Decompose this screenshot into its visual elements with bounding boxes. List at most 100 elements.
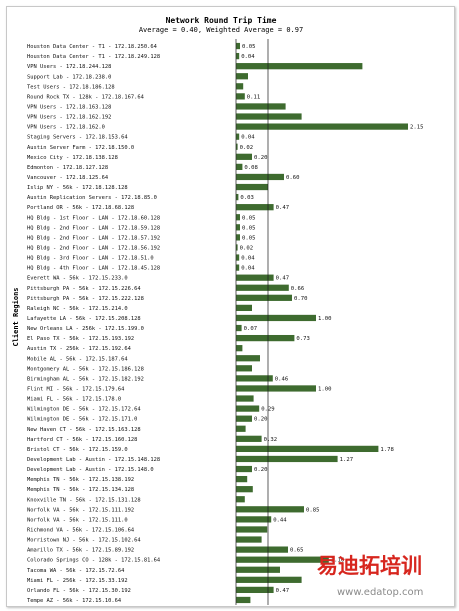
bar <box>236 173 284 181</box>
bar <box>236 576 302 583</box>
data-label: 1.27 <box>340 457 353 463</box>
bar <box>236 465 252 473</box>
y-axis-label: Client Regions <box>12 287 20 346</box>
category-label: Tacoma WA - 56k - 172.15.72.64 <box>27 568 124 574</box>
bar <box>236 294 292 301</box>
bar <box>236 274 274 281</box>
data-label: 0.05 <box>242 44 255 50</box>
bar <box>236 566 280 573</box>
data-label: 0.47 <box>276 588 289 594</box>
bar <box>236 395 254 402</box>
category-label: New Orleans LA - 256k - 172.15.199.0 <box>27 326 144 332</box>
bar <box>236 234 240 241</box>
bar <box>236 415 252 422</box>
data-label: 0.65 <box>290 548 303 554</box>
bar <box>236 546 288 553</box>
category-label: Miami FL - 256k - 172.15.33.192 <box>27 578 128 584</box>
category-label: VPN Users - 172.18.162.192 <box>27 115 111 121</box>
category-label: Everett WA - 56k - 172.15.233.0 <box>27 276 128 282</box>
data-label: 0.05 <box>242 235 255 241</box>
bar <box>236 345 243 352</box>
category-label: VPN Users - 172.18.162.0 <box>27 125 105 131</box>
data-labels: 0.050.040.112.150.040.020.200.080.600.03… <box>240 44 424 594</box>
bar <box>236 334 295 342</box>
category-label: Flint MI - 56k - 172.15.179.64 <box>27 386 124 392</box>
bar <box>236 264 240 271</box>
category-label: Edmonton - 172.18.127.128 <box>27 165 108 171</box>
watermark-url: www.edatop.com <box>337 587 423 598</box>
bar <box>236 63 363 70</box>
data-label: 0.03 <box>240 195 253 201</box>
category-label: Development Lab - Austin - 172.15.148.12… <box>27 457 160 463</box>
bar <box>236 83 244 90</box>
chart-subtitle: Average = 0.40, Weighted Average = 0.97 <box>139 26 303 34</box>
category-label: Houston Data Center - T1 - 172.18.249.12… <box>27 54 160 60</box>
category-labels: Houston Data Center - T1 - 172.18.250.64… <box>27 44 160 604</box>
bar <box>236 375 273 382</box>
category-label: HQ Bldg - 3rd Floor - LAN - 172.18.51.0 <box>27 256 154 262</box>
bar <box>236 355 260 362</box>
data-label: 0.66 <box>291 286 304 292</box>
data-label: 0.05 <box>242 225 255 231</box>
bar <box>236 496 245 503</box>
data-label: 0.04 <box>241 135 255 141</box>
bar <box>236 42 240 50</box>
category-label: VPN Users - 172.18.163.128 <box>27 104 111 110</box>
category-label: Knoxville TN - 56k - 172.15.131.128 <box>27 497 141 503</box>
bar <box>236 143 238 150</box>
bar <box>236 425 246 432</box>
bar <box>236 304 252 312</box>
category-label: Hartford CT - 56k - 172.15.160.128 <box>27 437 137 443</box>
bar <box>236 183 268 191</box>
bar <box>236 486 253 493</box>
data-label: 0.20 <box>254 417 267 423</box>
data-label: 0.47 <box>276 205 289 211</box>
data-label: 0.60 <box>286 175 299 181</box>
category-label: Tempe AZ - 56k - 172.15.10.64 <box>27 598 121 604</box>
data-label: 1.16 <box>331 558 344 564</box>
data-label: 0.02 <box>240 245 253 251</box>
data-label: 0.08 <box>244 165 258 171</box>
category-label: Austin Server Farm - 172.18.150.0 <box>27 145 134 151</box>
bar <box>236 556 329 563</box>
data-label: 0.47 <box>276 276 289 282</box>
bar <box>236 586 274 594</box>
category-label: Miami FL - 56k - 172.15.178.0 <box>27 397 121 403</box>
category-label: Wilmington DE - 56k - 172.15.171.0 <box>27 417 137 423</box>
chart-page: Network Round Trip Time Average = 0.40, … <box>6 6 455 607</box>
bar <box>236 365 252 372</box>
bar <box>236 214 240 221</box>
category-label: Development Lab - Austin - 172.15.148.0 <box>27 467 154 473</box>
data-label: 1.00 <box>318 386 331 392</box>
category-label: Amarillo TX - 56k - 172.15.89.192 <box>27 548 134 554</box>
bar <box>236 93 245 100</box>
bar <box>236 224 240 231</box>
bar <box>236 284 289 291</box>
chart-title: Network Round Trip Time <box>166 15 277 25</box>
category-label: Vancouver - 172.18.125.64 <box>27 175 108 181</box>
bar <box>236 475 248 483</box>
data-label: 0.11 <box>247 94 260 100</box>
category-label: Morristown NJ - 56k - 172.15.102.64 <box>27 538 141 544</box>
data-label: 0.20 <box>254 467 267 473</box>
data-label: 0.32 <box>264 437 277 443</box>
bar <box>236 103 286 110</box>
category-label: Memphis TN - 56k - 172.15.138.192 <box>27 477 134 483</box>
data-label: 0.46 <box>275 376 288 382</box>
bar <box>236 405 260 412</box>
bar <box>236 163 243 171</box>
category-label: HQ Bldg - 4th Floor - LAN - 172.18.45.12… <box>27 266 160 272</box>
bar <box>236 113 302 120</box>
bar <box>236 244 238 251</box>
category-label: Lafayette LA - 56k - 172.15.208.128 <box>27 316 141 322</box>
category-label: HQ Bldg - 2nd Floor - LAN - 172.18.59.12… <box>27 225 160 231</box>
category-label: HQ Bldg - 2nd Floor - LAN - 172.18.57.19… <box>27 235 160 241</box>
bar <box>236 536 262 543</box>
category-label: New Haven CT - 56k - 172.15.163.128 <box>27 427 141 433</box>
bar <box>236 254 240 261</box>
bar <box>236 385 316 392</box>
category-label: Memphis TN - 56k - 172.15.134.128 <box>27 487 134 493</box>
bar <box>236 506 304 513</box>
category-label: HQ Bldg - 2nd Floor - LAN - 172.18.56.19… <box>27 245 160 251</box>
category-label: Mexico City - 172.18.138.128 <box>27 155 118 161</box>
